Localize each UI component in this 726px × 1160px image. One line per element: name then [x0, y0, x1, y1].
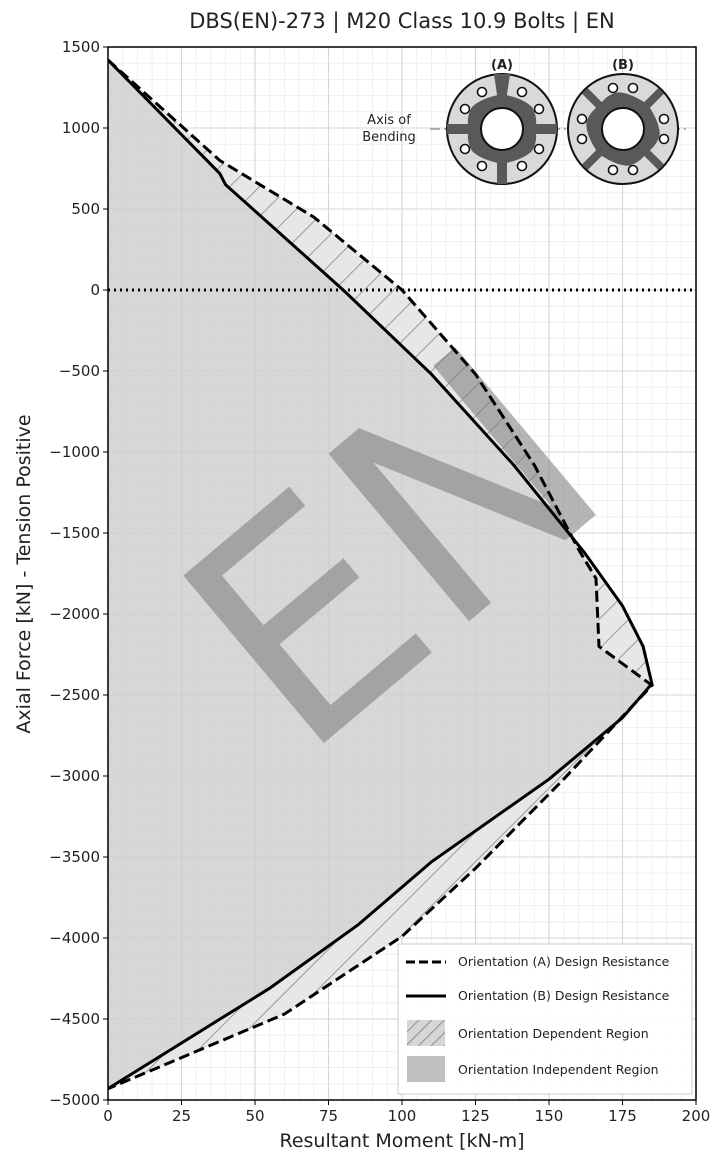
y-tick-label: 1500	[62, 38, 100, 56]
y-tick-label: −2500	[49, 686, 100, 704]
legend-box	[397, 943, 693, 1095]
x-tick-label: 50	[245, 1107, 264, 1125]
x-axis-label: Resultant Moment [kN-m]	[279, 1130, 524, 1152]
y-tick-label: −2000	[49, 605, 100, 623]
y-tick-label: −3000	[49, 767, 100, 785]
y-tick-label: 500	[71, 200, 100, 218]
y-axis-ticks: 1500 1000 500 0 −500 −1000 −1500 −2000 −2500 −300…	[49, 38, 108, 1109]
inset-label-b: (B)	[612, 58, 634, 73]
x-axis-ticks: 0 25 50 75 100 125 150 175 200	[103, 1100, 710, 1125]
legend-label-independent-region: Orientation Independent Region	[458, 1062, 659, 1077]
x-tick-label: 25	[172, 1107, 191, 1125]
y-tick-label: 1000	[62, 119, 100, 137]
chart-title: DBS(EN)-273 | M20 Class 10.9 Bolts | EN	[189, 9, 615, 34]
orientation-independent-region	[108, 60, 650, 1089]
y-tick-label: −1000	[49, 443, 100, 461]
legend-label-orientation-b: Orientation (B) Design Resistance	[458, 988, 670, 1003]
bolt-pattern-inset: (A) (B) Axis of Bending	[362, 58, 690, 185]
x-tick-label: 175	[608, 1107, 637, 1125]
y-tick-label: 0	[90, 281, 100, 299]
x-tick-label: 100	[388, 1107, 417, 1125]
y-tick-label: −1500	[49, 524, 100, 542]
series-line-orientation-b	[108, 58, 654, 1090]
bolt-pattern-b-icon	[567, 73, 679, 185]
y-tick-label: −4500	[49, 1010, 100, 1028]
legend-label-orientation-a: Orientation (A) Design Resistance	[458, 954, 670, 969]
inset-annotation-line2: Bending	[362, 130, 416, 145]
inset-label-a: (A)	[491, 58, 513, 73]
y-tick-label: −3500	[49, 848, 100, 866]
x-tick-label: 75	[319, 1107, 338, 1125]
y-axis-label: Axial Force [kN] - Tension Positive	[13, 414, 35, 733]
series-line-orientation-a	[108, 58, 655, 1091]
x-tick-label: 0	[103, 1107, 113, 1125]
y-tick-label: −500	[59, 362, 100, 380]
bolt-pattern-a-icon	[446, 73, 558, 185]
legend-label-dependent-region: Orientation Dependent Region	[458, 1026, 649, 1041]
x-tick-label: 125	[461, 1107, 490, 1125]
legend-swatch-dependent-region	[407, 1020, 445, 1046]
y-tick-label: −4000	[49, 929, 100, 947]
inset-annotation-line1: Axis of	[367, 113, 411, 128]
legend-swatch-independent-region	[407, 1056, 445, 1082]
y-tick-label: −5000	[49, 1091, 100, 1109]
x-tick-label: 200	[682, 1107, 711, 1125]
x-tick-label: 150	[535, 1107, 564, 1125]
legend: Orientation (A) Design Resistance Orient…	[397, 943, 693, 1095]
